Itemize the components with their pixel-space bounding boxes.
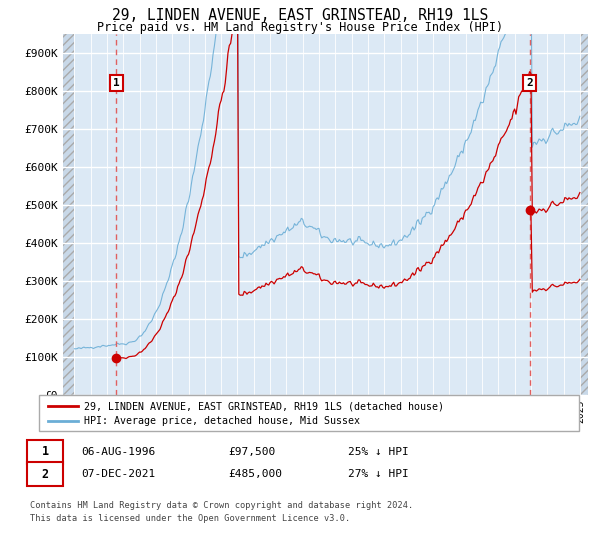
- Text: £485,000: £485,000: [228, 469, 282, 479]
- Text: 06-AUG-1996: 06-AUG-1996: [81, 447, 155, 457]
- Text: Price paid vs. HM Land Registry's House Price Index (HPI): Price paid vs. HM Land Registry's House …: [97, 21, 503, 34]
- Text: 25% ↓ HPI: 25% ↓ HPI: [348, 447, 409, 457]
- Text: Contains HM Land Registry data © Crown copyright and database right 2024.: Contains HM Land Registry data © Crown c…: [30, 501, 413, 510]
- Text: £97,500: £97,500: [228, 447, 275, 457]
- Text: 1: 1: [113, 78, 120, 88]
- Text: 2: 2: [526, 78, 533, 88]
- Text: 07-DEC-2021: 07-DEC-2021: [81, 469, 155, 479]
- Bar: [580, 34, 588, 395]
- Text: 29, LINDEN AVENUE, EAST GRINSTEAD, RH19 1LS: 29, LINDEN AVENUE, EAST GRINSTEAD, RH19 …: [112, 8, 488, 22]
- Text: 2: 2: [41, 468, 49, 481]
- Text: 1: 1: [41, 445, 49, 459]
- Text: 27% ↓ HPI: 27% ↓ HPI: [348, 469, 409, 479]
- Text: 29, LINDEN AVENUE, EAST GRINSTEAD, RH19 1LS (detached house): 29, LINDEN AVENUE, EAST GRINSTEAD, RH19 …: [84, 401, 444, 411]
- Bar: [63, 34, 74, 395]
- Text: This data is licensed under the Open Government Licence v3.0.: This data is licensed under the Open Gov…: [30, 514, 350, 523]
- Text: HPI: Average price, detached house, Mid Sussex: HPI: Average price, detached house, Mid …: [84, 416, 360, 426]
